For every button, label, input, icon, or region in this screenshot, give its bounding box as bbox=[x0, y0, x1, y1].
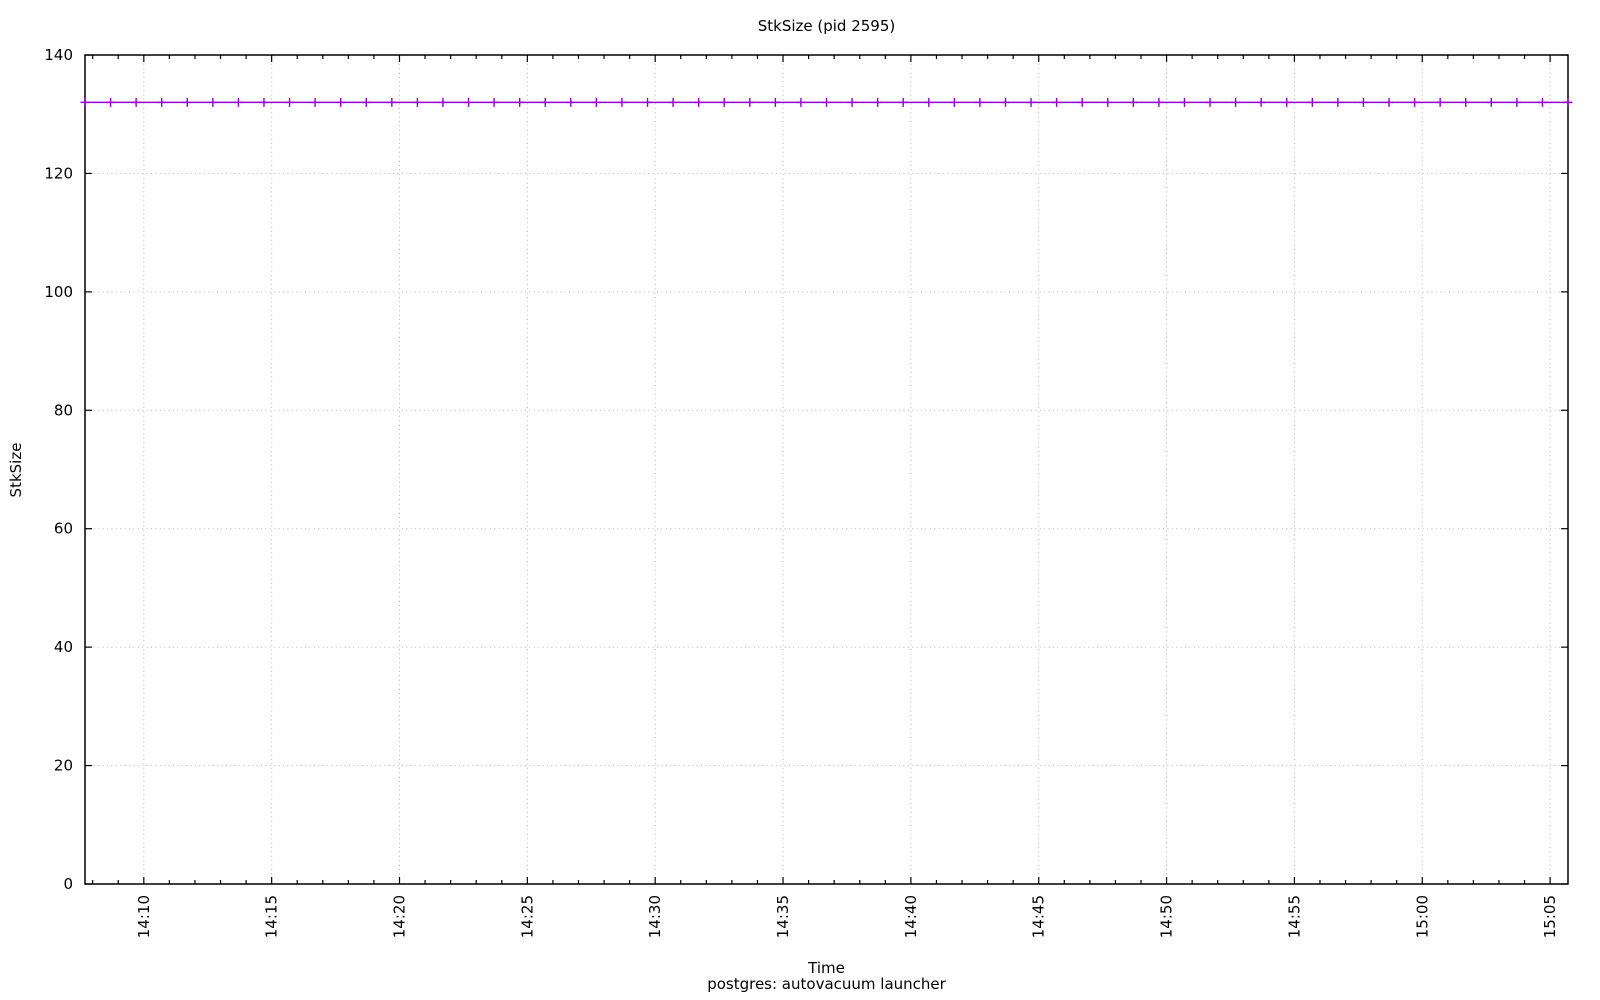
y-tick-label: 100 bbox=[44, 283, 73, 301]
plot-border bbox=[84, 54, 1569, 885]
x-tick-label: 14:55 bbox=[1285, 895, 1303, 938]
x-tick-label: 15:00 bbox=[1413, 895, 1431, 938]
x-tick-label: 14:25 bbox=[518, 895, 536, 938]
y-tick-label: 40 bbox=[54, 638, 73, 656]
x-tick-label: 14:20 bbox=[390, 895, 408, 938]
y-tick-label: 140 bbox=[44, 46, 73, 64]
x-tick-label: 14:15 bbox=[263, 895, 281, 938]
chart-title: StkSize (pid 2595) bbox=[757, 17, 896, 35]
y-tick-label: 120 bbox=[44, 164, 73, 182]
y-tick-label: 80 bbox=[54, 401, 73, 419]
x-tick-label: 14:40 bbox=[902, 895, 920, 938]
x-tick-label: 14:45 bbox=[1030, 895, 1048, 938]
y-tick-label: 20 bbox=[54, 757, 73, 775]
x-axis-subtitle: postgres: autovacuum launcher bbox=[707, 975, 946, 993]
x-tick-label: 15:05 bbox=[1541, 895, 1559, 938]
x-tick-label: 14:10 bbox=[135, 895, 153, 938]
x-tick-label: 14:50 bbox=[1158, 895, 1176, 938]
y-tick-label: 60 bbox=[54, 520, 73, 538]
x-tick-label: 14:35 bbox=[774, 895, 792, 938]
y-tick-label: 0 bbox=[63, 875, 73, 893]
x-axis-title: Time bbox=[808, 959, 845, 977]
x-tick-label: 14:30 bbox=[646, 895, 664, 938]
series-markers bbox=[80, 97, 1573, 107]
